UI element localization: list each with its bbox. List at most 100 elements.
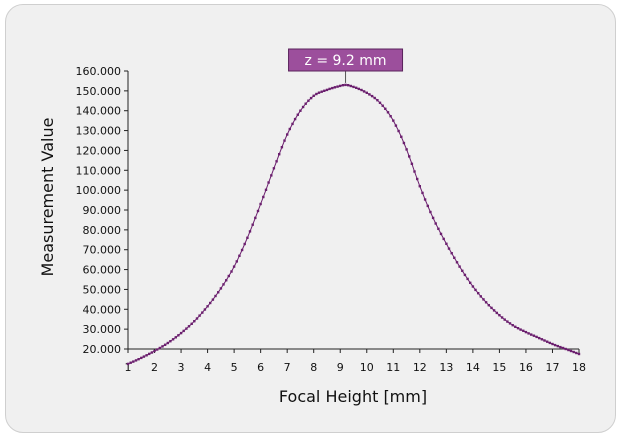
data-point xyxy=(429,210,432,214)
data-point xyxy=(559,345,562,349)
data-point xyxy=(511,324,514,327)
data-point xyxy=(304,102,307,105)
data-point xyxy=(368,93,371,96)
x-tick-label: 2 xyxy=(151,361,158,374)
data-point xyxy=(307,99,310,102)
data-point xyxy=(519,328,522,331)
data-point xyxy=(126,362,130,366)
data-point xyxy=(535,335,538,339)
data-point xyxy=(423,198,427,201)
data-point xyxy=(392,119,395,122)
peak-annotation: z = 9.2 mm xyxy=(288,48,404,83)
data-point xyxy=(209,301,212,305)
data-point xyxy=(246,236,249,239)
data-point xyxy=(336,85,339,88)
x-axis-title: Focal Height [mm] xyxy=(279,387,427,406)
data-point xyxy=(540,338,544,341)
data-point xyxy=(355,86,358,89)
data-point xyxy=(514,325,517,328)
data-point xyxy=(479,295,482,298)
x-tick-label: 7 xyxy=(284,361,291,374)
data-point xyxy=(328,87,331,91)
data-point xyxy=(201,311,204,314)
axes xyxy=(126,71,579,351)
y-tick-label: 160.000 xyxy=(76,65,122,78)
data-point xyxy=(296,113,299,116)
data-point xyxy=(235,260,238,263)
data-point xyxy=(447,247,451,250)
data-point xyxy=(278,153,281,156)
data-point xyxy=(461,269,464,272)
data-point xyxy=(458,265,461,268)
y-tick-label: 30.000 xyxy=(83,323,122,336)
data-point xyxy=(280,146,284,149)
data-point xyxy=(203,308,207,311)
data-point xyxy=(251,223,254,226)
data-point xyxy=(230,270,233,273)
data-point xyxy=(490,306,493,310)
data-point xyxy=(500,316,504,319)
data-point xyxy=(142,355,146,358)
data-point xyxy=(508,322,512,325)
x-tick-label: 18 xyxy=(572,361,586,374)
data-point xyxy=(254,216,257,220)
annotation-label: z = 9.2 mm xyxy=(305,53,387,69)
data-point xyxy=(320,90,323,93)
data-point xyxy=(185,327,188,330)
data-point xyxy=(140,356,143,360)
data-point xyxy=(474,288,477,292)
data-point xyxy=(487,304,490,307)
data-point xyxy=(291,122,294,126)
data-point xyxy=(376,99,379,102)
data-point xyxy=(211,298,215,301)
x-tick-label: 10 xyxy=(360,361,374,374)
data-point xyxy=(349,84,352,88)
data-point xyxy=(492,309,496,312)
x-tick-label: 9 xyxy=(337,361,344,374)
data-point xyxy=(275,160,278,163)
data-point xyxy=(405,148,408,151)
data-point xyxy=(312,94,315,97)
data-point xyxy=(567,348,570,352)
data-point xyxy=(341,84,345,87)
data-point xyxy=(171,338,175,341)
x-tick-label: 3 xyxy=(178,361,185,374)
data-point xyxy=(442,237,445,241)
y-tick-label: 140.000 xyxy=(76,105,122,118)
data-point xyxy=(360,88,363,92)
annotation-box xyxy=(288,48,404,72)
data-point xyxy=(503,318,506,321)
data-point xyxy=(179,331,183,335)
data-point xyxy=(193,320,196,323)
data-point xyxy=(333,86,337,89)
data-point xyxy=(315,92,318,96)
data-point xyxy=(437,227,440,230)
data-point xyxy=(323,89,326,92)
y-tick-label: 110.000 xyxy=(76,164,122,177)
data-point xyxy=(416,177,419,181)
data-point xyxy=(217,291,220,294)
data-point xyxy=(564,347,567,351)
data-point xyxy=(522,329,525,332)
data-point xyxy=(344,83,347,87)
x-tick-label: 6 xyxy=(257,361,264,374)
data-point xyxy=(477,292,480,295)
data-point xyxy=(381,104,384,107)
data-point xyxy=(156,348,159,351)
data-point xyxy=(262,195,265,199)
y-tick-label: 130.000 xyxy=(76,125,122,138)
x-tick-label: 5 xyxy=(231,361,238,374)
data-point xyxy=(137,358,140,361)
data-point xyxy=(495,311,498,315)
y-tick-label: 60.000 xyxy=(83,264,122,277)
data-point xyxy=(561,346,565,350)
data-point xyxy=(516,327,520,330)
data-point xyxy=(538,336,541,340)
data-point xyxy=(548,341,551,345)
data-point xyxy=(132,360,135,363)
data-point xyxy=(317,91,321,94)
data-point xyxy=(556,344,559,348)
x-tick-label: 4 xyxy=(204,361,211,374)
data-point xyxy=(572,350,575,354)
y-axis-ticks: 20.000 30.000 40.000 50.000 60.000 70.000 80.0… xyxy=(76,65,128,356)
